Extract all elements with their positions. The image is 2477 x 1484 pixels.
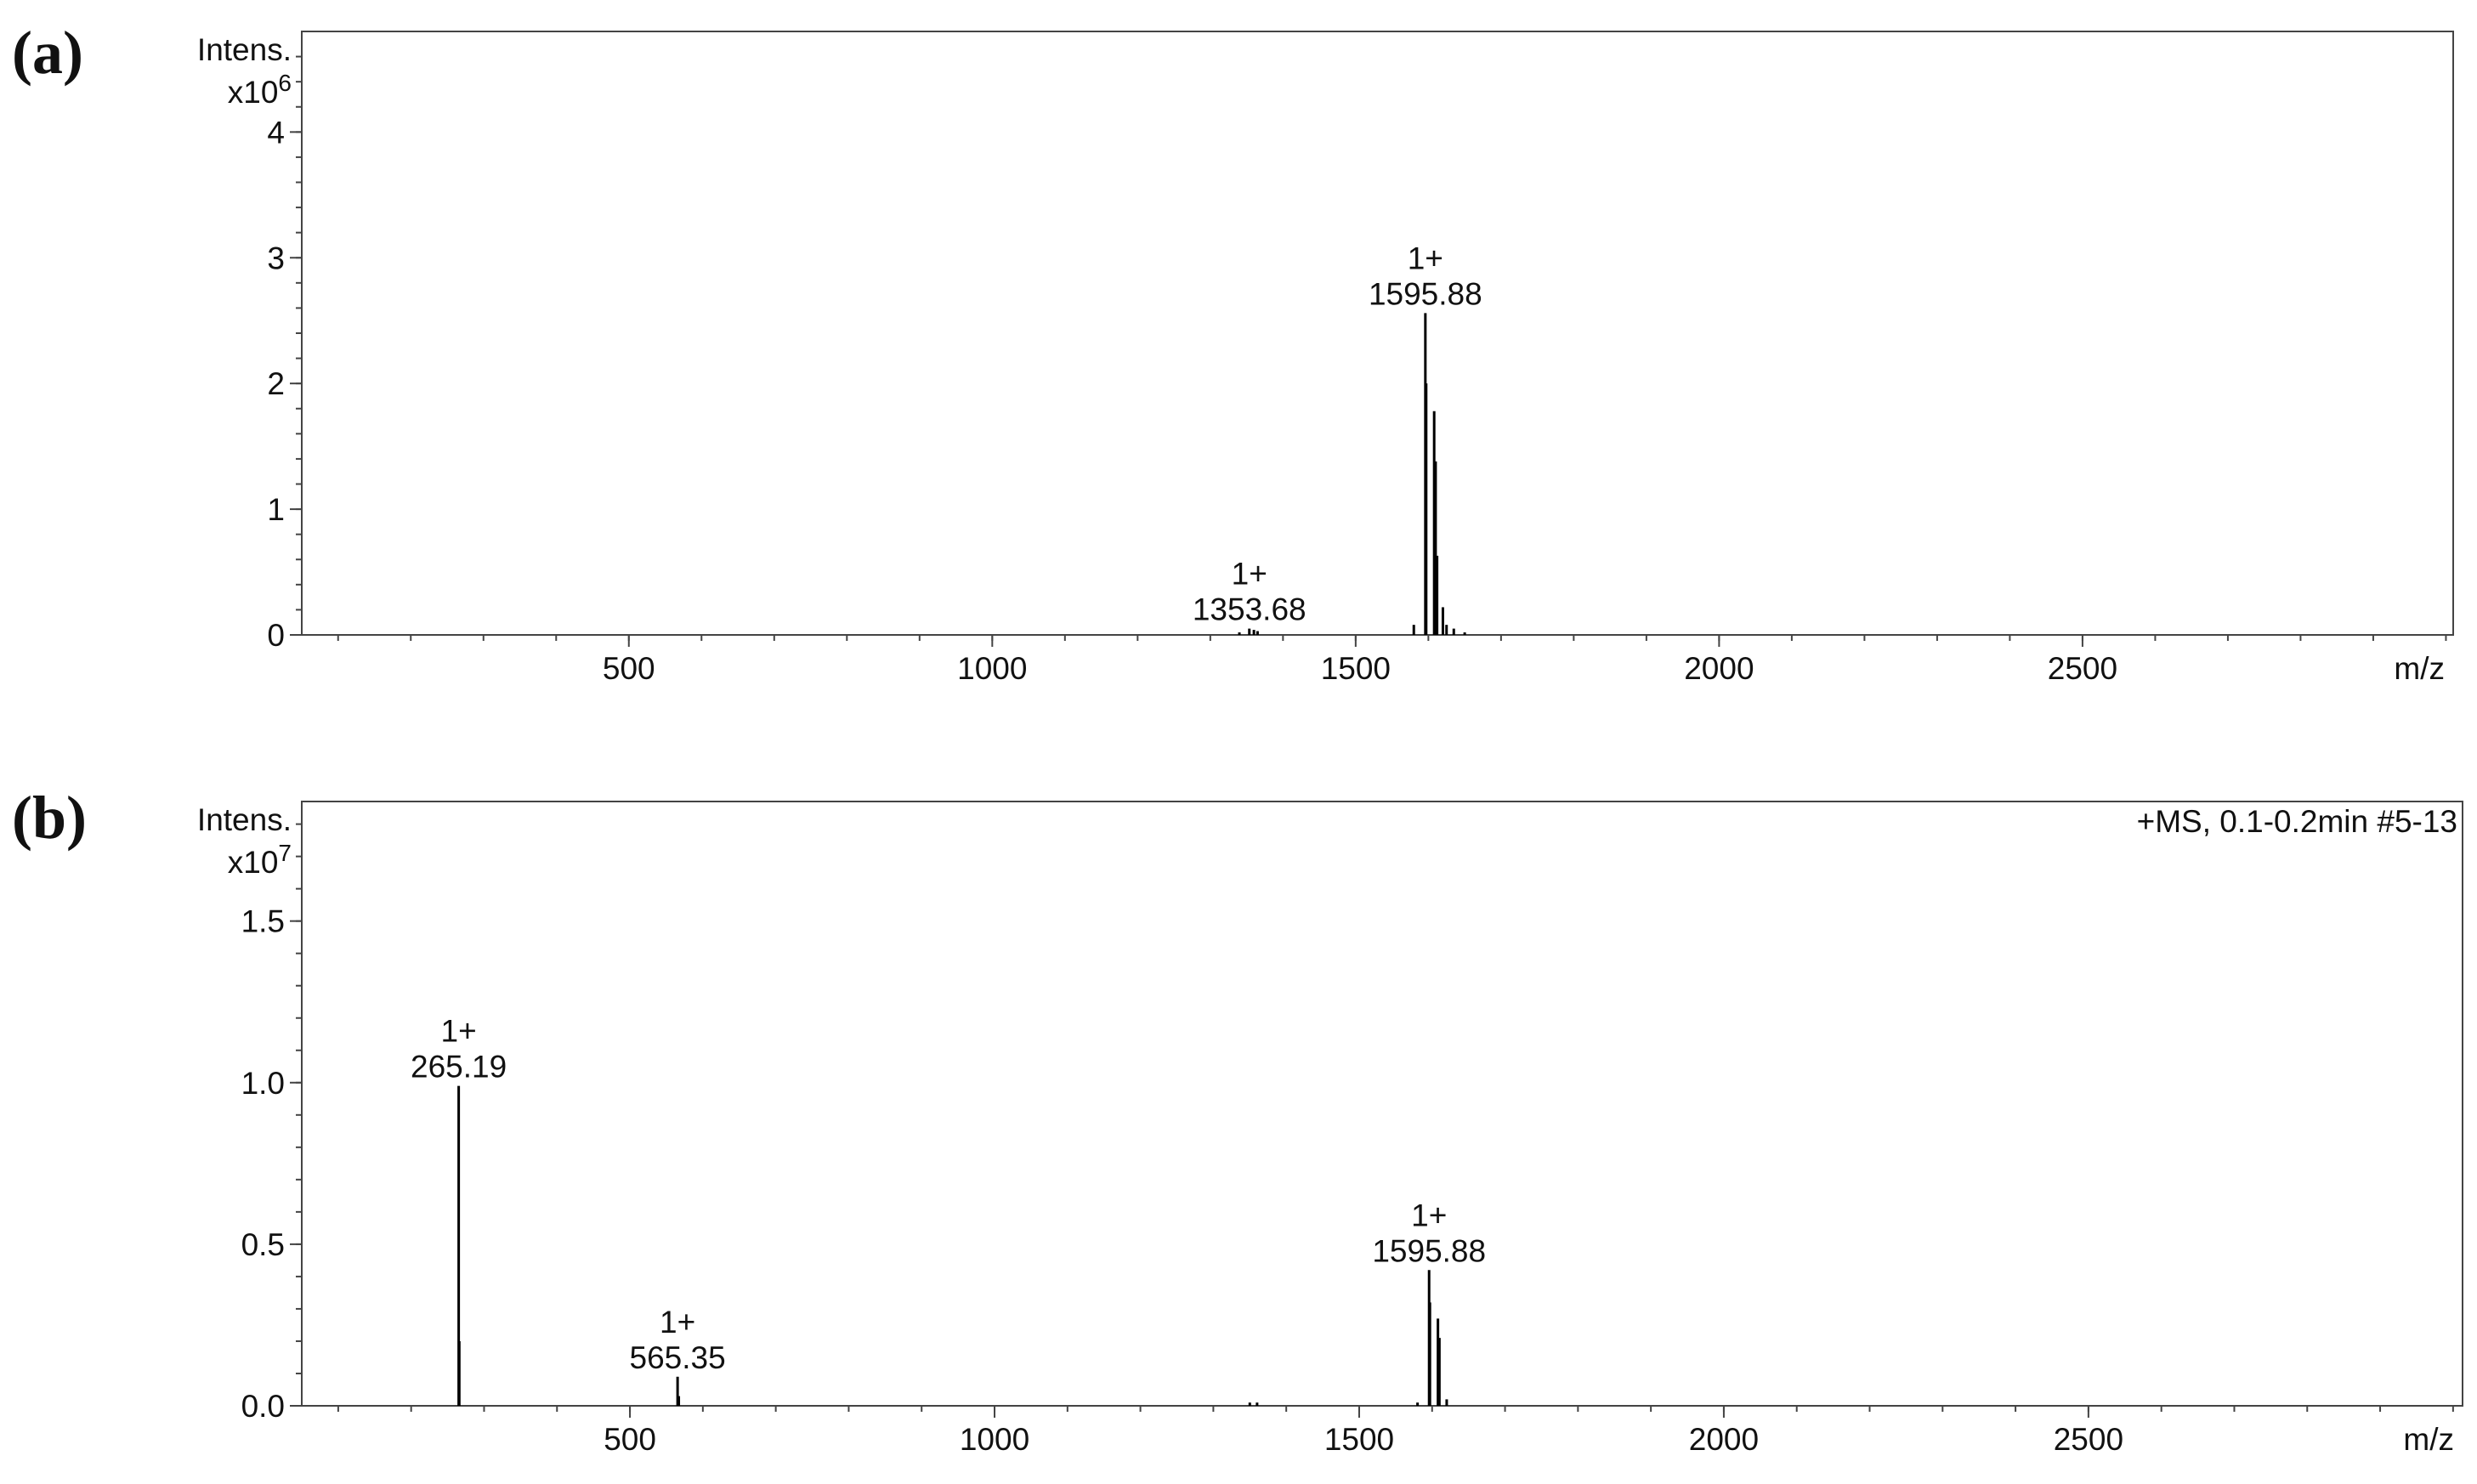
y-exponent: 7 [278, 840, 292, 866]
y-multiplier-base: x10 [228, 845, 279, 880]
y-tick-label: 1.0 [241, 1066, 285, 1101]
panel-label: (a) [12, 19, 83, 87]
peak-label: 1595.88 [1369, 276, 1482, 311]
y-axis-label: Intens. [197, 802, 292, 837]
y-multiplier-base: x10 [228, 75, 279, 110]
peak-charge: 1+ [1232, 557, 1267, 592]
x-tick-label: 1000 [957, 651, 1027, 686]
y-exponent: 6 [278, 70, 292, 96]
x-tick-label: 1500 [1321, 651, 1391, 686]
y-tick-label: 0.0 [241, 1389, 285, 1424]
peak-charge: 1+ [660, 1305, 695, 1340]
y-tick-label: 0.5 [241, 1227, 285, 1262]
peak-label: 565.35 [630, 1340, 726, 1375]
y-multiplier: x107 [228, 840, 292, 880]
plot-frame [301, 31, 2454, 636]
x-tick-label: 1500 [1324, 1422, 1394, 1457]
x-axis-label: m/z [2394, 651, 2445, 686]
x-tick-label: 500 [604, 1422, 656, 1457]
x-axis-label: m/z [2403, 1422, 2454, 1457]
peak-label: 265.19 [411, 1050, 507, 1085]
y-tick-label: 1 [267, 492, 285, 527]
x-tick-label: 2000 [1684, 651, 1754, 686]
y-tick-label: 4 [267, 115, 285, 150]
plot-frame [301, 801, 2463, 1407]
peak-charge: 1+ [1411, 1198, 1447, 1232]
y-tick-label: 1.5 [241, 904, 285, 939]
peak-label: 1353.68 [1193, 592, 1307, 627]
x-tick-label: 2500 [2054, 1422, 2123, 1457]
x-tick-label: 2500 [2048, 651, 2117, 686]
panel-label: (b) [12, 784, 87, 852]
y-tick-label: 3 [267, 241, 285, 275]
x-tick-label: 2000 [1689, 1422, 1759, 1457]
x-tick-label: 500 [603, 651, 655, 686]
y-axis-label: Intens. [197, 32, 292, 67]
y-tick-label: 2 [267, 366, 285, 401]
peak-charge: 1+ [441, 1014, 477, 1049]
x-tick-label: 1000 [960, 1422, 1029, 1457]
y-tick-label: 0 [267, 618, 285, 653]
y-multiplier: x106 [228, 70, 292, 110]
peak-charge: 1+ [1408, 241, 1443, 275]
peak-label: 1595.88 [1372, 1233, 1486, 1268]
spectrum-note: +MS, 0.1-0.2min #5-13 [2137, 804, 2457, 839]
